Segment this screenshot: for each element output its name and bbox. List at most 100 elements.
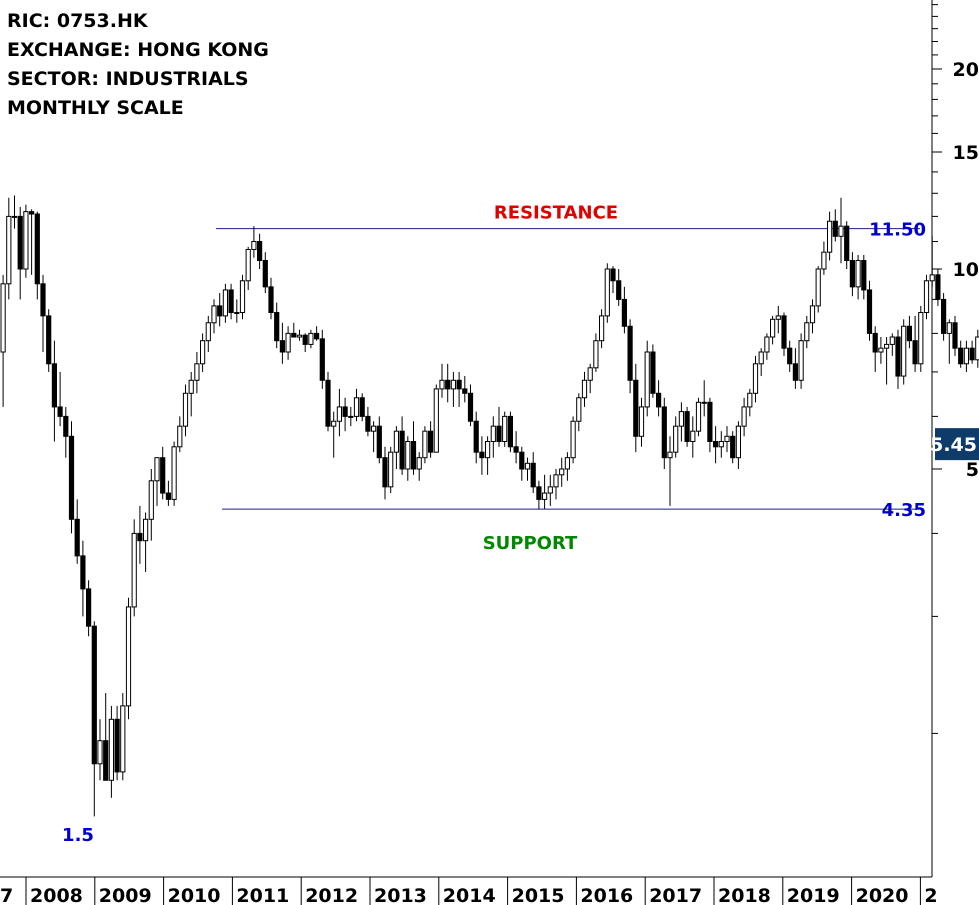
candle <box>912 315 918 372</box>
candle-body-up <box>815 268 821 307</box>
candle <box>524 457 531 481</box>
candle <box>798 333 804 389</box>
candle-body-up <box>758 351 764 365</box>
candle <box>222 283 229 323</box>
candle <box>929 236 935 287</box>
candle-body-down <box>29 211 35 215</box>
candle-body-down <box>302 334 308 345</box>
candle-body-up <box>177 425 183 448</box>
candle-body-up <box>975 336 979 361</box>
candles <box>0 195 979 817</box>
candle-body-up <box>901 325 907 377</box>
candle-body-up <box>211 305 217 324</box>
time-axis-label: 2020 <box>856 885 909 905</box>
candle-body-down <box>844 225 850 261</box>
candle <box>878 337 884 364</box>
candle <box>473 411 479 464</box>
candle-body-down <box>382 457 388 488</box>
candle-body-up <box>331 420 337 427</box>
candle-body-down <box>507 415 513 448</box>
candle <box>718 431 724 458</box>
candle <box>695 397 702 437</box>
candle-body-up <box>422 430 428 459</box>
candle <box>547 474 553 506</box>
candle <box>291 322 297 338</box>
time-axis-label: 2019 <box>787 885 840 905</box>
candle-body-up <box>296 334 303 338</box>
candle-body-up <box>798 340 804 381</box>
candle-body-up <box>701 401 707 404</box>
candle <box>610 266 616 294</box>
candle <box>593 333 599 372</box>
candle <box>713 426 719 464</box>
candle <box>63 406 69 458</box>
support-label: SUPPORT <box>483 533 578 554</box>
time-axis-label: 2008 <box>30 885 83 905</box>
candle-body-down <box>34 213 40 285</box>
candle-body-up <box>433 388 439 453</box>
candle <box>507 411 513 453</box>
candle-body-up <box>946 322 952 334</box>
candle-body-down <box>707 401 713 442</box>
candle <box>359 393 365 422</box>
candle-body-down <box>68 435 75 520</box>
candle <box>125 597 132 720</box>
candle <box>154 457 160 506</box>
candle-body-up <box>131 532 137 608</box>
candle <box>296 329 303 341</box>
price-axis-label: 20 <box>953 59 979 81</box>
candle <box>439 363 445 398</box>
candle-body-up <box>188 379 194 394</box>
candle-body-up <box>855 259 861 288</box>
candle <box>40 274 46 353</box>
candle <box>348 406 354 427</box>
candle <box>866 280 873 341</box>
candle-body-down <box>86 588 92 627</box>
candle <box>279 322 285 364</box>
candle-body-down <box>428 430 434 453</box>
candle-body-down <box>274 312 280 342</box>
candle-body-down <box>479 451 485 459</box>
time-axis-label: 2 <box>924 885 937 905</box>
candle-body-up <box>0 283 6 353</box>
candle <box>650 344 656 398</box>
candle-body-down <box>456 379 462 390</box>
candle <box>684 406 690 447</box>
candle <box>302 333 308 353</box>
candle <box>274 302 280 349</box>
candle-body-down <box>462 388 468 394</box>
candle <box>827 211 833 261</box>
candle <box>97 719 103 781</box>
candle <box>325 371 331 432</box>
candle-body-up <box>564 457 570 470</box>
candle <box>251 226 257 258</box>
candle <box>74 499 80 564</box>
price-axis-label: 10 <box>953 259 979 281</box>
candle <box>821 241 827 275</box>
candle <box>245 246 251 290</box>
candle-body-down <box>103 740 109 781</box>
candle-body-down <box>325 379 331 427</box>
candle <box>314 326 320 341</box>
candle-body-up <box>587 367 593 381</box>
candle <box>23 204 29 278</box>
candle-body-up <box>353 397 360 417</box>
candle-body-up <box>23 211 29 270</box>
candle <box>416 452 422 481</box>
candle <box>884 337 890 385</box>
candle <box>906 315 912 349</box>
time-axis-label: 2015 <box>512 885 565 905</box>
candle <box>941 293 947 341</box>
candle-body-up <box>393 430 399 453</box>
candle-body-down <box>410 440 417 470</box>
candle-body-down <box>40 283 46 317</box>
candle-body-down <box>63 415 69 437</box>
candle-body-up <box>638 406 645 437</box>
candle-body-down <box>787 347 793 365</box>
candle <box>564 452 570 481</box>
candle <box>353 388 360 422</box>
candle <box>217 293 223 327</box>
candle <box>849 252 855 297</box>
candle-body-up <box>205 322 211 342</box>
price-axis-label: 5 <box>966 459 979 481</box>
